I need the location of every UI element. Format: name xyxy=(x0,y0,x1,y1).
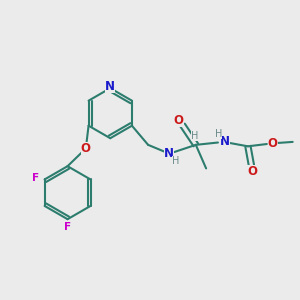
Text: F: F xyxy=(32,173,39,183)
Text: H: H xyxy=(172,156,179,166)
Text: F: F xyxy=(64,222,71,233)
Text: H: H xyxy=(191,131,198,141)
Text: O: O xyxy=(81,142,91,155)
Text: H: H xyxy=(215,129,222,139)
Text: O: O xyxy=(174,114,184,127)
Text: N: N xyxy=(220,135,230,148)
Text: N: N xyxy=(164,147,174,160)
Text: N: N xyxy=(105,80,115,93)
Text: O: O xyxy=(248,165,257,178)
Text: O: O xyxy=(268,137,278,150)
